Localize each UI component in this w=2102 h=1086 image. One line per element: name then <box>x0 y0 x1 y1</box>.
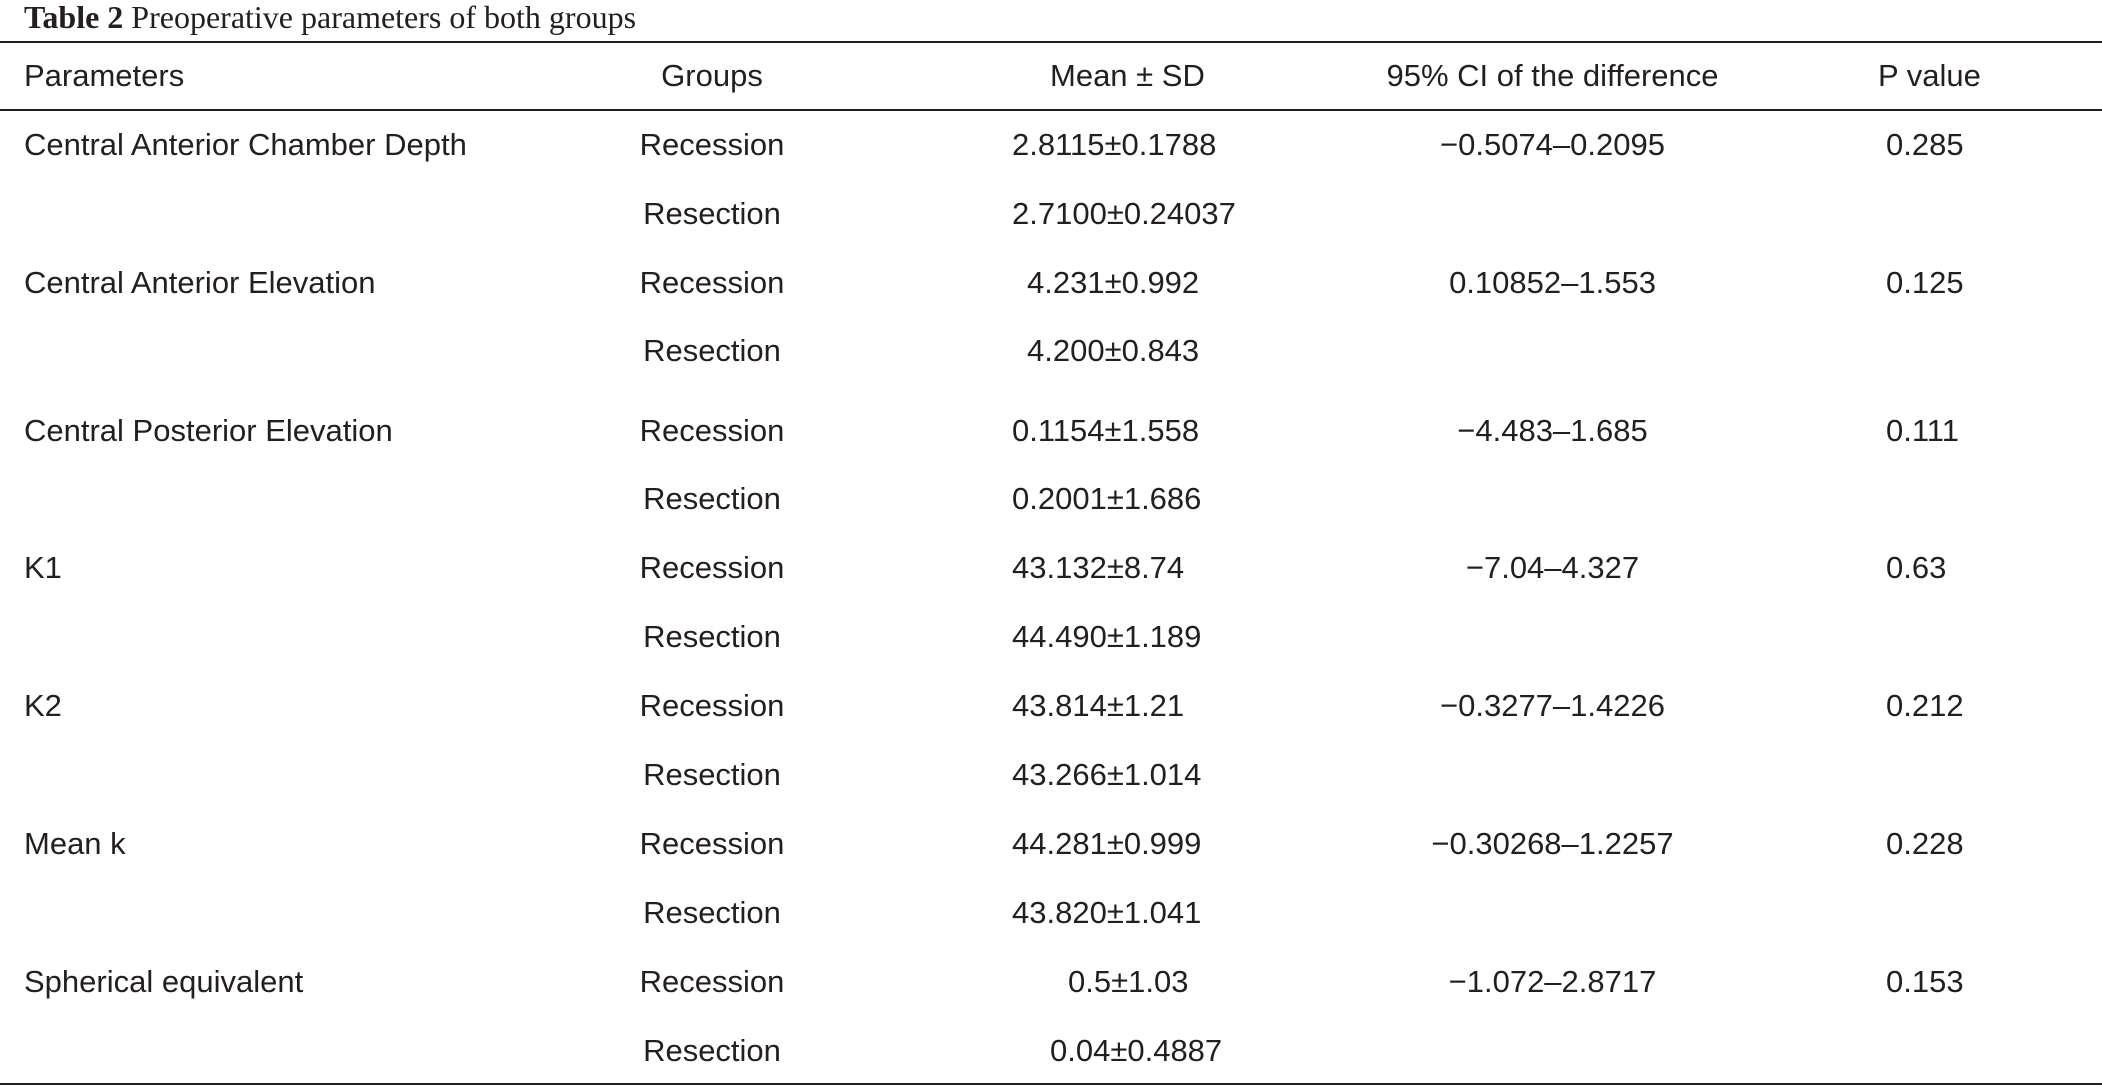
mean-sd-value: 0.04±0.4887 <box>1050 1033 1223 1068</box>
ci-value: 0.10852–1.553 <box>1449 265 1656 300</box>
ci-value: −7.04–4.327 <box>1465 550 1640 585</box>
mean-sd-value: 0.1154±1.558 <box>1012 413 1200 448</box>
parameter-name: Mean k <box>24 826 126 861</box>
parameter-name: Central Anterior Chamber Depth <box>24 127 467 162</box>
p-value: 0.125 <box>1886 265 1964 300</box>
header-groups: Groups <box>661 58 763 93</box>
p-value: 0.212 <box>1886 688 1964 723</box>
mean-sd-value: 0.2001±1.686 <box>1012 481 1202 516</box>
group-name: Recession <box>639 964 785 999</box>
group-name: Resection <box>643 333 781 368</box>
mean-sd-value: 44.281±0.999 <box>1012 826 1202 861</box>
mean-sd-value: 44.490±1.189 <box>1012 619 1202 654</box>
header-p-value: P value <box>1878 58 1981 93</box>
mean-sd-value: 0.5±1.03 <box>1068 964 1189 999</box>
group-name: Recession <box>639 550 785 585</box>
ci-value: −0.5074–0.2095 <box>1440 127 1665 162</box>
group-name: Recession <box>639 826 785 861</box>
p-value: 0.285 <box>1886 127 1964 162</box>
table-top-rule <box>0 41 2102 43</box>
ci-value: −1.072–2.8717 <box>1448 964 1657 999</box>
group-name: Recession <box>639 413 785 448</box>
table-caption: Table 2 Preoperative parameters of both … <box>24 0 636 36</box>
mean-sd-value: 4.200±0.843 <box>1027 333 1200 368</box>
parameter-name: Central Anterior Elevation <box>24 265 376 300</box>
parameter-name: K2 <box>24 688 62 723</box>
ci-value: −0.3277–1.4226 <box>1440 688 1665 723</box>
ci-value: −0.30268–1.2257 <box>1431 826 1674 861</box>
parameter-name: K1 <box>24 550 62 585</box>
mean-sd-value: 43.266±1.014 <box>1012 757 1202 792</box>
p-value: 0.63 <box>1886 550 1947 585</box>
parameter-name: Central Posterior Elevation <box>24 413 393 448</box>
mean-sd-value: 4.231±0.992 <box>1027 265 1200 300</box>
group-name: Resection <box>643 757 781 792</box>
group-name: Resection <box>643 619 781 654</box>
table-caption-label: Table 2 <box>24 0 124 35</box>
mean-sd-value: 43.132±8.74 <box>1012 550 1185 585</box>
header-mean-sd: Mean ± SD <box>1050 58 1205 93</box>
ci-value: −4.483–1.685 <box>1457 413 1648 448</box>
group-name: Recession <box>639 127 785 162</box>
group-name: Resection <box>643 481 781 516</box>
group-name: Recession <box>639 265 785 300</box>
p-value: 0.111 <box>1886 413 1959 448</box>
header-parameters: Parameters <box>24 58 185 93</box>
table-header-rule <box>0 109 2102 111</box>
group-name: Resection <box>643 196 781 231</box>
table-bottom-rule <box>0 1083 2102 1085</box>
mean-sd-value: 2.8115±0.1788 <box>1012 127 1217 162</box>
mean-sd-value: 43.814±1.21 <box>1012 688 1185 723</box>
group-name: Resection <box>643 895 781 930</box>
table-caption-title: Preoperative parameters of both groups <box>131 0 637 35</box>
p-value: 0.228 <box>1886 826 1964 861</box>
header-ci: 95% CI of the difference <box>1386 58 1719 93</box>
group-name: Recession <box>639 688 785 723</box>
mean-sd-value: 2.7100±0.24037 <box>1012 196 1236 231</box>
p-value: 0.153 <box>1886 964 1964 999</box>
group-name: Resection <box>643 1033 781 1068</box>
mean-sd-value: 43.820±1.041 <box>1012 895 1202 930</box>
parameter-name: Spherical equivalent <box>24 964 304 999</box>
